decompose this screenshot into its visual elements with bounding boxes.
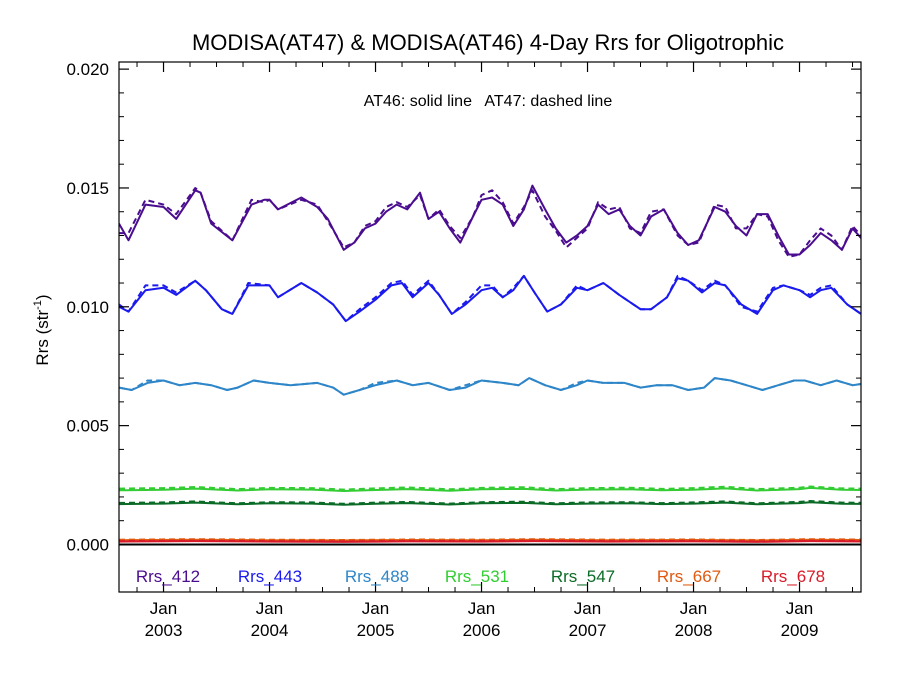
chart-title: MODISA(AT47) & MODISA(AT46) 4-Day Rrs fo…: [192, 30, 784, 55]
series-line-rrs-547-at46: [119, 501, 861, 506]
y-tick-label: 0.020: [66, 60, 109, 79]
legend-label-rrs-443: Rrs_443: [238, 567, 302, 586]
x-tick-month-label: Jan: [786, 599, 813, 618]
y-tick-label: 0.015: [66, 179, 109, 198]
series-line-rrs-488-at46: [119, 377, 861, 396]
series-line-rrs-488-at47: [119, 377, 861, 396]
series-layer: [119, 184, 861, 543]
x-tick-year-label: 2007: [569, 621, 607, 640]
legend: Rrs_412 Rrs_443 Rrs_488 Rrs_531 Rrs_547 Rrs_6…: [136, 567, 825, 586]
svg-text:Rrs (str-1): Rrs (str-1): [32, 294, 52, 365]
legend-label-rrs-667: Rrs_667: [657, 567, 721, 586]
legend-label-rrs-547: Rrs_547: [551, 567, 615, 586]
x-tick-year-label: 2005: [357, 621, 395, 640]
y-axis-label: Rrs (str-1): [32, 294, 52, 365]
y-axis-label-text: Rrs (str: [33, 310, 52, 366]
series-line-rrs-443-at46: [119, 274, 861, 323]
legend-label-rrs-678: Rrs_678: [761, 567, 825, 586]
series-line-rrs-531-at46: [119, 486, 861, 492]
x-tick-year-label: 2004: [251, 621, 289, 640]
y-axis: 0.000 0.005 0.010 0.015 0.020: [66, 60, 861, 554]
legend-label-rrs-412: Rrs_412: [136, 567, 200, 586]
legend-label-rrs-531: Rrs_531: [445, 567, 509, 586]
series-line-rrs-678-at46: [119, 540, 861, 543]
x-tick-month-label: Jan: [256, 599, 283, 618]
x-tick-year-label: 2006: [463, 621, 501, 640]
series-line-rrs-547-at47: [119, 500, 861, 505]
series-line-rrs-667-at46: [119, 538, 861, 542]
plot-frame: [118, 61, 862, 593]
x-tick-month-label: Jan: [680, 599, 707, 618]
x-tick-month-label: Jan: [468, 599, 495, 618]
x-tick-year-label: 2003: [145, 621, 183, 640]
x-tick-month-label: Jan: [362, 599, 389, 618]
x-tick-month-label: Jan: [150, 599, 177, 618]
y-axis-label-superscript: -1: [32, 300, 44, 310]
x-axis: Jan 2003 Jan 2004 Jan 2005 Jan 2006 Jan 2007 Jan 20…: [136, 62, 854, 640]
series-line-rrs-412-at47: [119, 187, 861, 258]
series-line-rrs-412-at46: [119, 184, 861, 256]
y-axis-label-close: ): [33, 294, 52, 300]
line-style-annotation: AT46: solid line AT47: dashed line: [364, 93, 613, 110]
series-line-rrs-443-at47: [119, 274, 861, 323]
legend-label-rrs-488: Rrs_488: [345, 567, 409, 586]
x-tick-month-label: Jan: [574, 599, 601, 618]
series-line-rrs-531-at47: [119, 485, 861, 491]
y-tick-label: 0.010: [66, 298, 109, 317]
x-tick-year-label: 2008: [675, 621, 713, 640]
y-tick-label: 0.000: [66, 535, 109, 554]
y-tick-label: 0.005: [66, 417, 109, 436]
x-tick-year-label: 2009: [781, 621, 819, 640]
